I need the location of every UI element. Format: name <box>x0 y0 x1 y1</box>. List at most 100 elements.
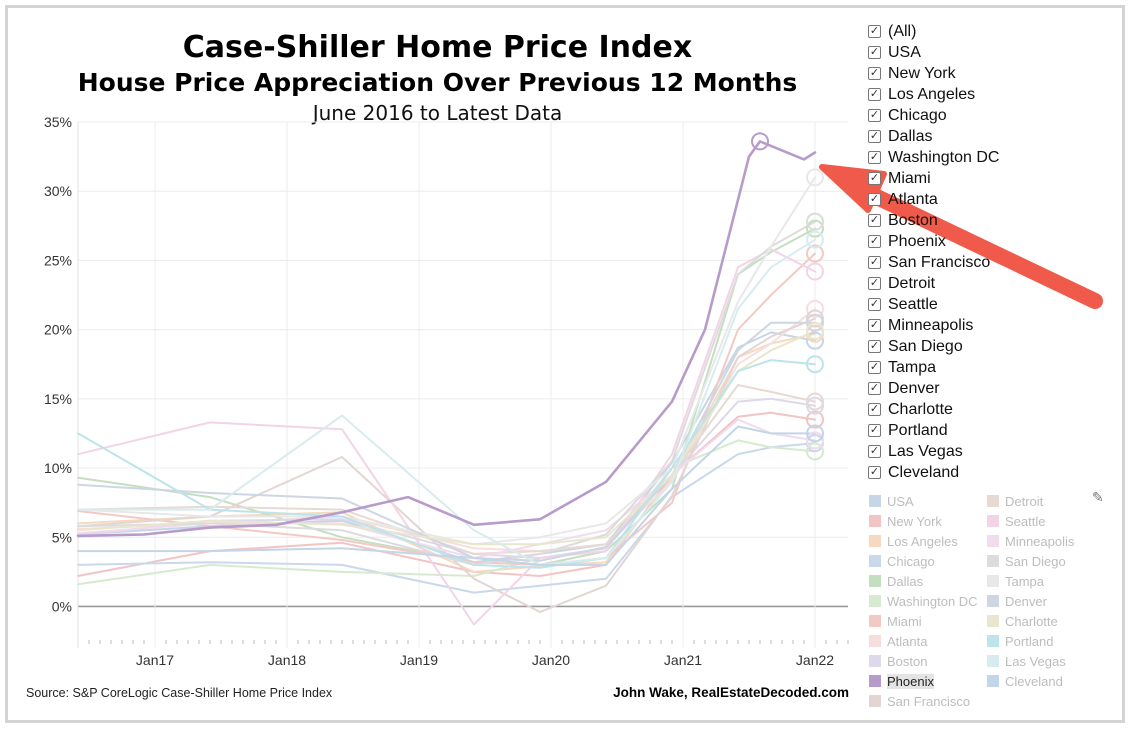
legend-item-phoenix[interactable]: Phoenix <box>869 671 987 691</box>
legend-item-chicago[interactable]: Chicago <box>869 551 987 571</box>
series-line-san-francisco[interactable] <box>77 317 816 613</box>
checkbox[interactable]: ✓ <box>868 109 881 122</box>
filter-item-seattle[interactable]: ✓ Seattle <box>868 294 1108 315</box>
latest-marker[interactable] <box>806 168 824 187</box>
filter-item-cleveland[interactable]: ✓ Cleveland <box>868 462 1108 483</box>
legend-item-los-angeles[interactable]: Los Angeles <box>869 531 987 551</box>
series-line-portland[interactable] <box>77 359 816 569</box>
legend-item-washington-dc[interactable]: Washington DC <box>869 591 987 611</box>
filter-item-san-diego[interactable]: ✓ San Diego <box>868 336 1108 357</box>
filter-item-charlotte[interactable]: ✓ Charlotte <box>868 399 1108 420</box>
filter-item-all[interactable]: ✓ (All) <box>868 21 1108 42</box>
series-line-chicago[interactable] <box>77 442 816 594</box>
checkbox[interactable]: ✓ <box>868 67 881 80</box>
series-line-las-vegas[interactable] <box>77 238 816 566</box>
peak-marker[interactable] <box>751 132 769 151</box>
legend-item-usa[interactable]: USA <box>869 491 987 511</box>
series-line-denver[interactable] <box>77 321 816 562</box>
legend-item-dallas[interactable]: Dallas <box>869 571 987 591</box>
legend-item-atlanta[interactable]: Atlanta <box>869 631 987 651</box>
latest-marker[interactable] <box>806 392 824 411</box>
legend-item-charlotte[interactable]: Charlotte <box>987 611 1099 631</box>
checkbox[interactable]: ✓ <box>868 235 881 248</box>
latest-marker[interactable] <box>806 431 824 450</box>
latest-marker[interactable] <box>806 244 824 263</box>
latest-marker[interactable] <box>806 299 824 318</box>
checkbox[interactable]: ✓ <box>868 466 881 479</box>
latest-marker[interactable] <box>806 313 824 332</box>
filter-item-tampa[interactable]: ✓ Tampa <box>868 357 1108 378</box>
checkbox[interactable]: ✓ <box>868 445 881 458</box>
checkbox[interactable]: ✓ <box>868 277 881 290</box>
latest-marker[interactable] <box>806 322 824 341</box>
checkbox[interactable]: ✓ <box>868 214 881 227</box>
legend-item-new-york[interactable]: New York <box>869 511 987 531</box>
latest-marker[interactable] <box>806 410 824 429</box>
series-line-detroit[interactable] <box>77 384 816 555</box>
checkbox[interactable]: ✓ <box>868 130 881 143</box>
latest-marker[interactable] <box>806 442 824 461</box>
filter-item-denver[interactable]: ✓ Denver <box>868 378 1108 399</box>
series-line-san-diego[interactable] <box>77 220 816 566</box>
latest-marker[interactable] <box>806 262 824 281</box>
filter-item-minneapolis[interactable]: ✓ Minneapolis <box>868 315 1108 336</box>
checkbox[interactable]: ✓ <box>868 382 881 395</box>
checkbox[interactable]: ✓ <box>868 319 881 332</box>
series-line-new-york[interactable] <box>77 411 816 577</box>
color-legend[interactable]: USA New York Los Angeles Chicago Dallas Washi… <box>869 491 1099 711</box>
checkbox[interactable]: ✓ <box>868 193 881 206</box>
checkbox[interactable]: ✓ <box>868 88 881 101</box>
latest-marker[interactable] <box>806 219 824 238</box>
filter-item-chicago[interactable]: ✓ Chicago <box>868 105 1108 126</box>
filter-item-atlanta[interactable]: ✓ Atlanta <box>868 189 1108 210</box>
filter-item-miami[interactable]: ✓ Miami <box>868 168 1108 189</box>
legend-item-san-francisco[interactable]: San Francisco <box>869 691 987 711</box>
checkbox[interactable]: ✓ <box>868 46 881 59</box>
legend-item-seattle[interactable]: Seattle <box>987 511 1099 531</box>
checkbox[interactable]: ✓ <box>868 25 881 38</box>
legend-item-cleveland[interactable]: Cleveland <box>987 671 1099 691</box>
latest-marker[interactable] <box>806 212 824 231</box>
legend-label: New York <box>887 513 942 529</box>
checkbox[interactable]: ✓ <box>868 298 881 311</box>
latest-marker[interactable] <box>806 331 824 350</box>
filter-item-washington-dc[interactable]: ✓ Washington DC <box>868 147 1108 168</box>
filter-item-los-angeles[interactable]: ✓ Los Angeles <box>868 84 1108 105</box>
checkbox[interactable]: ✓ <box>868 172 881 185</box>
legend-item-detroit[interactable]: Detroit <box>987 491 1099 511</box>
latest-marker[interactable] <box>806 309 824 328</box>
checkbox[interactable]: ✓ <box>868 361 881 374</box>
filter-item-new-york[interactable]: ✓ New York <box>868 63 1108 84</box>
legend-item-las-vegas[interactable]: Las Vegas <box>987 651 1099 671</box>
filter-item-san-francisco[interactable]: ✓ San Francisco <box>868 252 1108 273</box>
filter-item-detroit[interactable]: ✓ Detroit <box>868 273 1108 294</box>
filter-item-boston[interactable]: ✓ Boston <box>868 210 1108 231</box>
legend-item-boston[interactable]: Boston <box>869 651 987 671</box>
edit-pen-icon[interactable]: ✎ <box>1092 489 1104 505</box>
legend-item-portland[interactable]: Portland <box>987 631 1099 651</box>
checkbox[interactable]: ✓ <box>868 403 881 416</box>
filter-item-dallas[interactable]: ✓ Dallas <box>868 126 1108 147</box>
legend-item-denver[interactable]: Denver <box>987 591 1099 611</box>
series-line-phoenix[interactable] <box>76 140 817 538</box>
series-line-charlotte[interactable] <box>77 330 816 546</box>
filter-item-phoenix[interactable]: ✓ Phoenix <box>868 231 1108 252</box>
series-line-tampa[interactable] <box>77 176 816 546</box>
latest-marker[interactable] <box>806 230 824 249</box>
legend-item-tampa[interactable]: Tampa <box>987 571 1099 591</box>
city-filter[interactable]: ✓ (All) ✓ USA ✓ New York ✓ Los Angeles ✓ Chicago ✓… <box>868 21 1108 483</box>
filter-item-portland[interactable]: ✓ Portland <box>868 420 1108 441</box>
checkbox[interactable]: ✓ <box>868 424 881 437</box>
filter-item-usa[interactable]: ✓ USA <box>868 42 1108 63</box>
checkbox[interactable]: ✓ <box>868 256 881 269</box>
latest-marker[interactable] <box>806 396 824 415</box>
checkbox[interactable]: ✓ <box>868 340 881 353</box>
latest-marker[interactable] <box>806 355 824 374</box>
legend-item-miami[interactable]: Miami <box>869 611 987 631</box>
legend-item-san-diego[interactable]: San Diego <box>987 551 1099 571</box>
legend-item-minneapolis[interactable]: Minneapolis <box>987 531 1099 551</box>
latest-marker[interactable] <box>806 424 824 443</box>
series-line-cleveland[interactable] <box>77 425 816 566</box>
checkbox[interactable]: ✓ <box>868 151 881 164</box>
filter-item-las-vegas[interactable]: ✓ Las Vegas <box>868 441 1108 462</box>
